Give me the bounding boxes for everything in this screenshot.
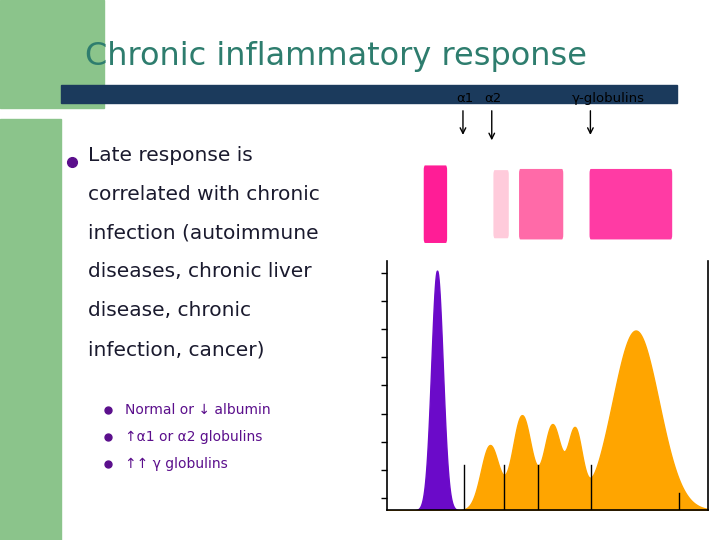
Text: α1: α1 — [456, 92, 473, 105]
Text: disease, chronic: disease, chronic — [88, 301, 251, 320]
Text: infection, cancer): infection, cancer) — [88, 340, 264, 359]
FancyBboxPatch shape — [493, 170, 509, 238]
Bar — [61, 85, 677, 103]
FancyBboxPatch shape — [519, 169, 563, 239]
Bar — [0, 0, 104, 108]
Text: ↑α1 or α2 globulins: ↑α1 or α2 globulins — [125, 430, 262, 444]
Text: correlated with chronic: correlated with chronic — [88, 185, 320, 204]
FancyBboxPatch shape — [590, 169, 672, 239]
Text: α2: α2 — [485, 92, 502, 105]
Text: diseases, chronic liver: diseases, chronic liver — [88, 262, 312, 281]
Text: Late response is: Late response is — [88, 146, 253, 165]
Text: γ-globulins: γ-globulins — [572, 92, 645, 105]
Text: ↑↑ γ globulins: ↑↑ γ globulins — [125, 457, 228, 471]
FancyBboxPatch shape — [424, 165, 447, 243]
Text: Normal or ↓ albumin: Normal or ↓ albumin — [125, 403, 270, 417]
Bar — [0, 119, 61, 540]
Text: infection (autoimmune: infection (autoimmune — [88, 224, 318, 242]
Text: Chronic inflammatory response: Chronic inflammatory response — [85, 41, 587, 72]
